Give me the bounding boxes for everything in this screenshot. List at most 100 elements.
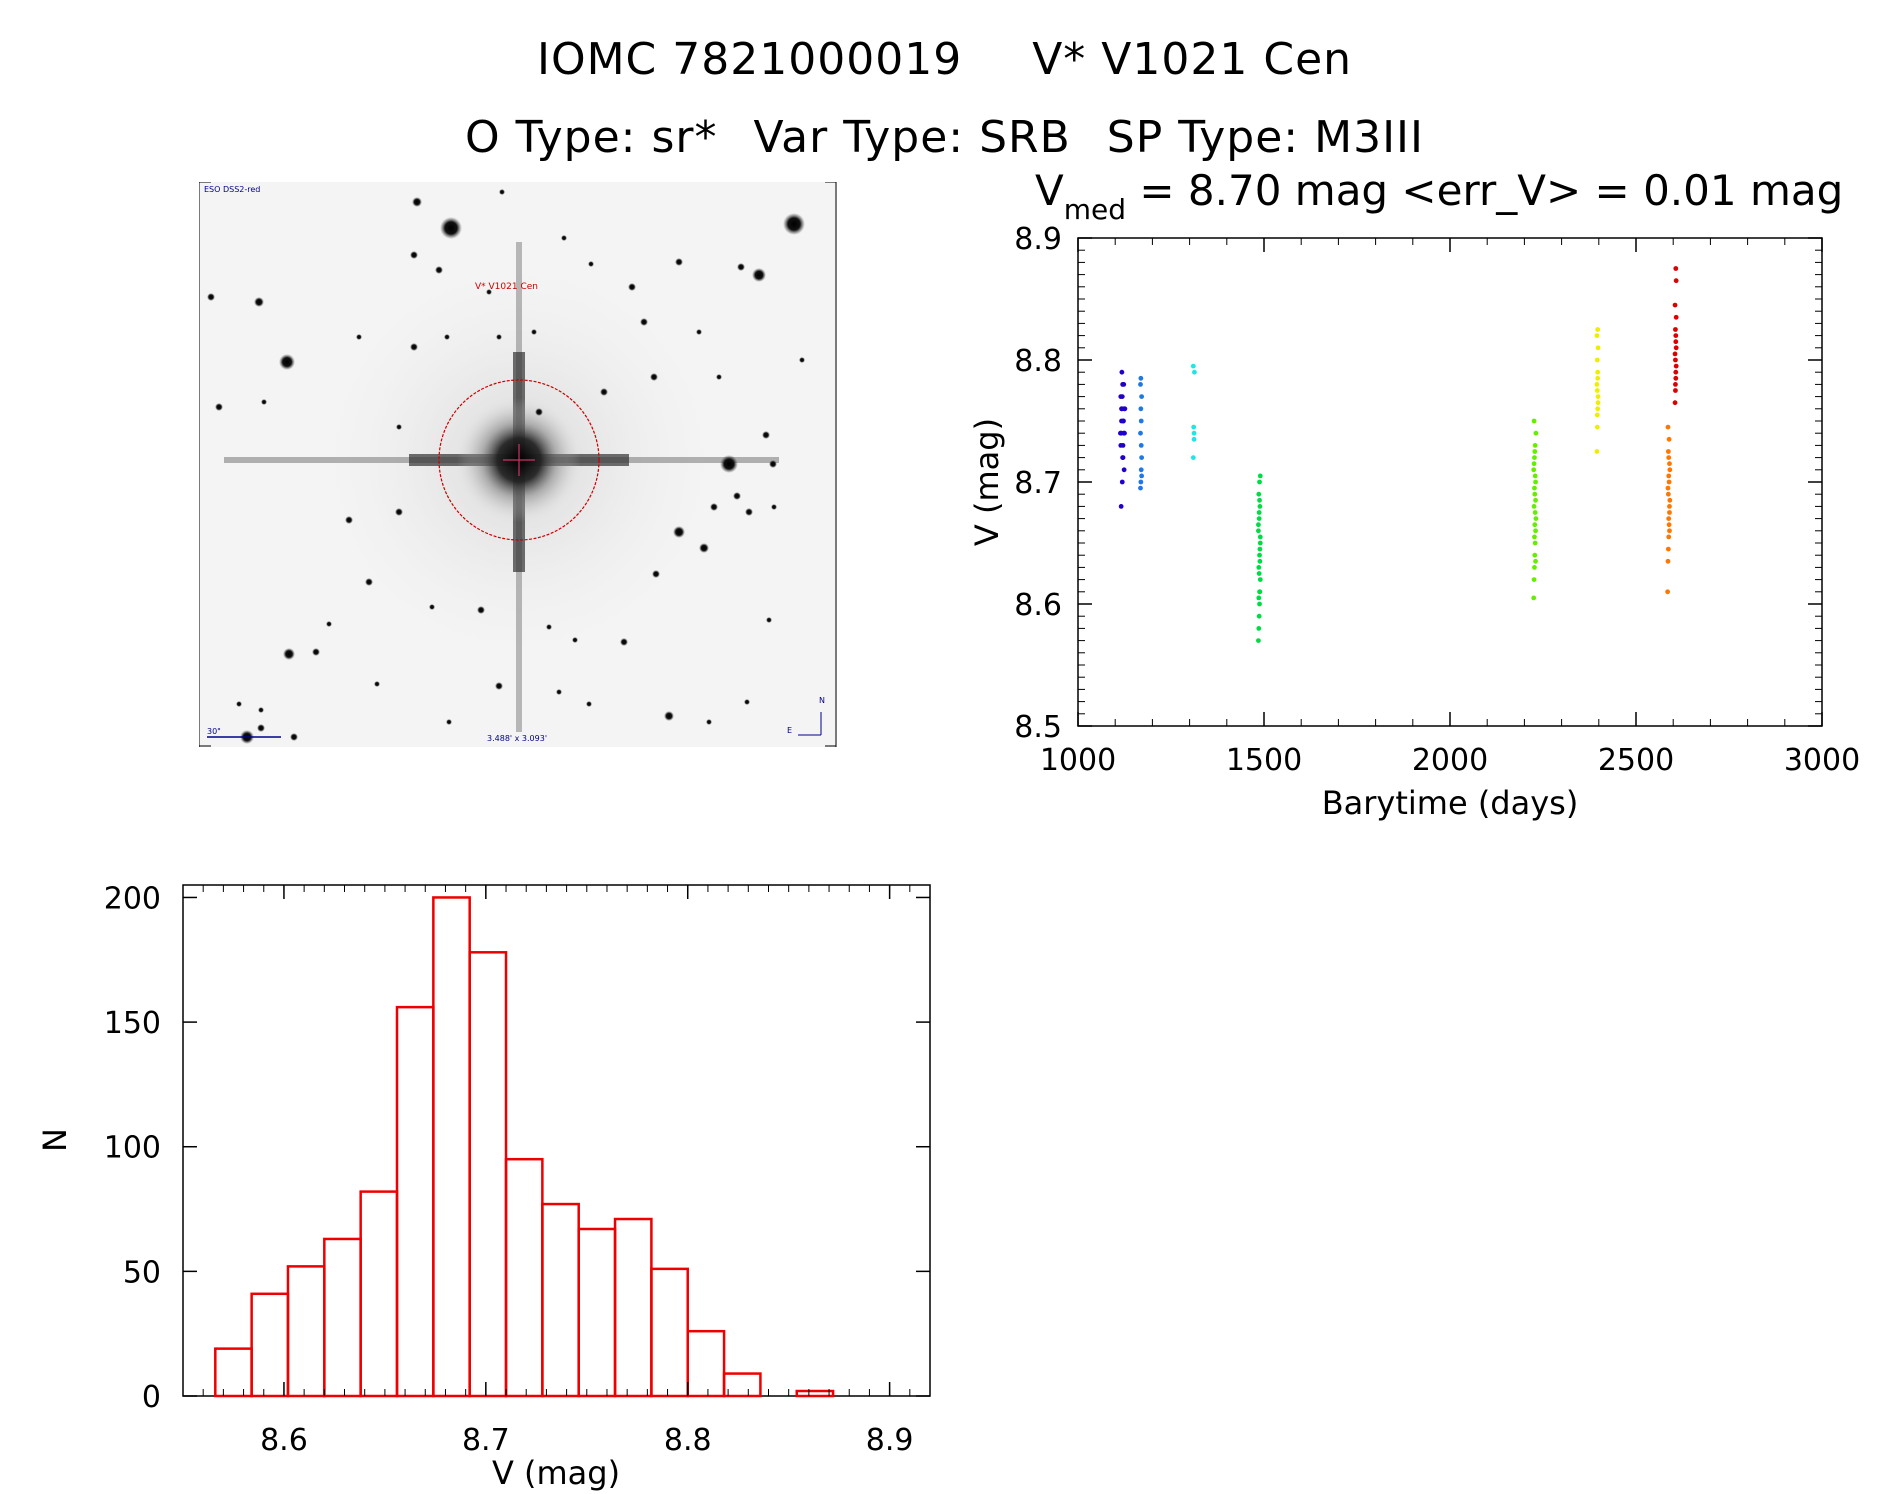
- lc-data-point: [1256, 522, 1261, 528]
- north-label: N: [819, 696, 825, 705]
- lc-data-point: [1673, 327, 1678, 332]
- lc-data-point: [1667, 510, 1672, 515]
- lc-data-point: [1673, 333, 1679, 338]
- field-star: [546, 624, 552, 630]
- lc-data-point: [1533, 516, 1539, 521]
- field-star: [586, 701, 592, 707]
- scale-label: 30": [207, 727, 221, 736]
- lc-data-point: [1594, 357, 1600, 363]
- field-star: [396, 424, 402, 430]
- lc-data-point: [1139, 394, 1145, 399]
- lc-data-point: [1531, 467, 1537, 473]
- hist-x-tick-label: 8.8: [664, 1423, 712, 1458]
- field-star: [572, 637, 578, 643]
- spectral-type: SP Type: M3III: [1106, 112, 1425, 163]
- lc-x-tick-label: 2500: [1598, 743, 1674, 778]
- figure-subtitle: O Type: sr* Var Type: SRB SP Type: M3III: [0, 112, 1889, 163]
- lc-data-point: [1138, 406, 1144, 412]
- lc-data-point: [1665, 558, 1671, 564]
- lc-data-point: [1257, 540, 1263, 546]
- lc-data-point: [1532, 491, 1538, 497]
- hist-y-tick-label: 0: [142, 1380, 161, 1415]
- lc-data-point: [1257, 479, 1262, 485]
- lc-data-point: [1139, 455, 1145, 460]
- field-star: [762, 431, 770, 439]
- hist-bars: [214, 896, 835, 1398]
- field-star: [710, 503, 718, 511]
- lc-data-point: [1594, 449, 1600, 454]
- lc-data-point: [1532, 443, 1538, 448]
- lc-data-point: [1257, 589, 1262, 595]
- field-star: [312, 648, 320, 656]
- field-star: [588, 261, 594, 267]
- lc-data-point: [1533, 430, 1539, 436]
- lc-data-point: [1138, 485, 1143, 491]
- lc-data-point: [1120, 455, 1126, 460]
- lc-data-point: [1256, 491, 1262, 497]
- hist-bar: [432, 896, 471, 1398]
- lc-data-point: [1594, 333, 1600, 338]
- lc-data-point: [1257, 497, 1262, 503]
- star-name: V* V1021 Cen: [1032, 34, 1353, 85]
- lc-data-point: [1532, 485, 1537, 491]
- lc-data-point: [1256, 528, 1261, 534]
- lc-data-point: [1673, 369, 1679, 375]
- lc-data-point: [1122, 406, 1128, 412]
- field-star: [706, 719, 712, 725]
- lc-y-tick-label: 8.9: [1014, 222, 1062, 257]
- field-star: [446, 719, 452, 725]
- lc-data-point: [1665, 546, 1671, 552]
- field-star: [410, 251, 418, 259]
- lc-data-point: [1672, 400, 1678, 406]
- field-star: [799, 357, 805, 363]
- lc-x-axis-label: Barytime (days): [1322, 784, 1579, 822]
- lc-y-tick-label: 8.6: [1014, 588, 1062, 623]
- lc-data-point: [1256, 516, 1262, 521]
- lc-data-point: [1256, 565, 1262, 570]
- survey-label: ESO DSS2-red: [204, 185, 260, 194]
- hist-y-axis-label: N: [36, 1128, 74, 1152]
- lc-data-point: [1531, 461, 1537, 467]
- field-star: [556, 689, 562, 695]
- lc-data-point: [1532, 473, 1538, 479]
- lc-data-point: [1190, 455, 1196, 460]
- lc-data-point: [1673, 363, 1679, 369]
- lc-data-point: [1533, 528, 1538, 534]
- lc-data-point: [1595, 345, 1601, 351]
- figure-title: IOMC 7821000019 V* V1021 Cen: [0, 34, 1889, 85]
- field-star: [561, 235, 567, 241]
- hist-bar: [250, 1292, 290, 1398]
- lc-data-point: [1672, 351, 1678, 357]
- lc-data-point: [1256, 571, 1262, 576]
- target-circle: [438, 379, 600, 541]
- lc-data-point: [1595, 400, 1601, 406]
- lc-data-point: [1665, 485, 1671, 491]
- light-curve-chart: Vmed = 8.70 mag <err_V> = 0.01 mag 1000 1…: [968, 166, 1860, 822]
- field-star: [374, 681, 380, 687]
- lc-data-point: [1533, 479, 1538, 485]
- lc-data-point: [1666, 516, 1672, 521]
- field-star: [650, 373, 658, 381]
- object-type: O Type: sr*: [464, 112, 718, 163]
- lc-data-point: [1666, 455, 1672, 460]
- lc-data-point: [1532, 449, 1538, 454]
- field-star: [444, 334, 450, 340]
- lc-data-point: [1531, 504, 1537, 509]
- hist-y-tick-label: 50: [123, 1255, 161, 1290]
- lc-data-point: [1121, 467, 1127, 473]
- lc-data-point: [1666, 479, 1672, 485]
- hist-bar: [722, 1372, 762, 1398]
- lc-data-point: [1531, 595, 1537, 601]
- lc-data-point: [1139, 473, 1145, 479]
- lc-data-point: [1673, 375, 1679, 381]
- lc-data-point: [1673, 388, 1678, 393]
- hist-bar: [395, 1005, 435, 1398]
- lc-data-point: [1667, 461, 1672, 467]
- lc-data-point: [1138, 418, 1144, 424]
- hist-bar: [359, 1190, 399, 1398]
- field-star: [207, 293, 215, 301]
- hist-bar: [504, 1157, 544, 1398]
- field-star: [236, 701, 242, 707]
- lc-data-point: [1532, 522, 1538, 528]
- lc-data-point: [1595, 369, 1601, 375]
